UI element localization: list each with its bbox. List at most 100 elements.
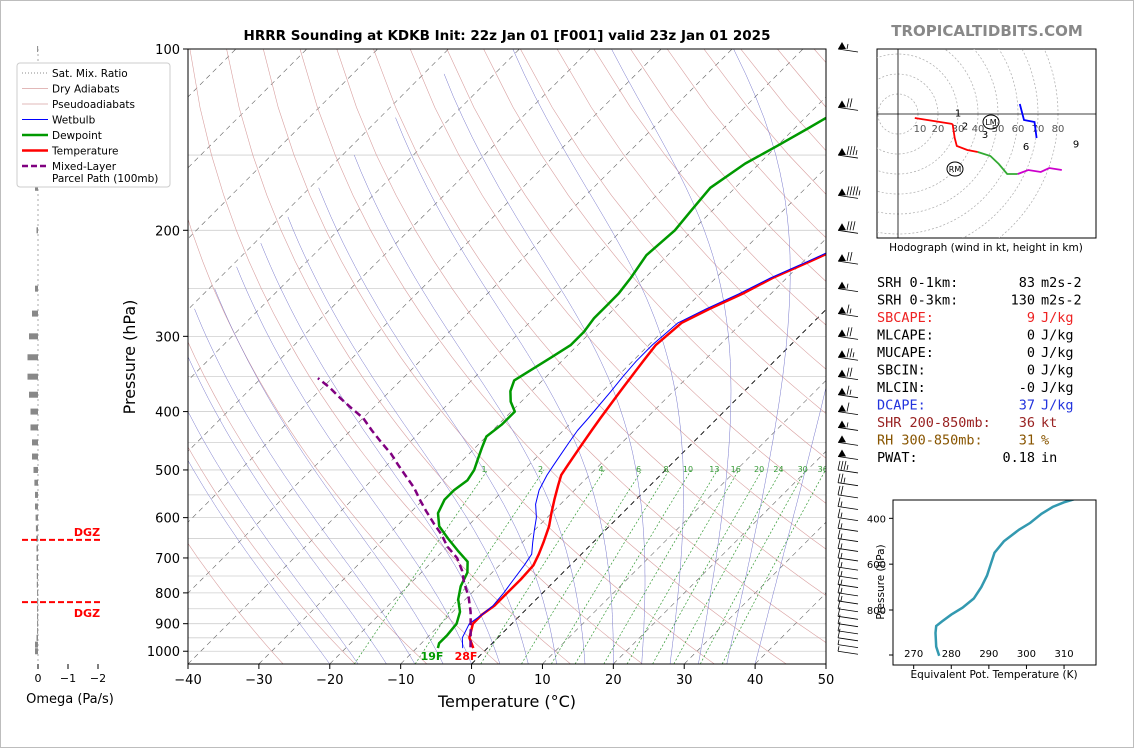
y-tick-label: 600: [155, 512, 180, 527]
barb-half: [837, 646, 840, 652]
index-unit: J/kg: [1041, 398, 1074, 414]
barb-half: [840, 501, 843, 507]
legend-label: Mixed-Layer: [52, 161, 117, 173]
barb-flag: [846, 145, 850, 156]
barb-flag: [837, 460, 841, 471]
barb-flag: [846, 186, 850, 196]
wind-barb: [837, 621, 859, 635]
barb-flag: [837, 566, 841, 577]
mixing-ratio-line: [603, 469, 718, 664]
barb-flag: [837, 583, 841, 593]
x-tick-label: 10: [534, 673, 551, 688]
index-value: 9: [1027, 310, 1035, 326]
x-tick-label: −10: [387, 673, 414, 688]
y-tick-label: 800: [155, 587, 180, 602]
index-label: RH 300-850mb:: [877, 433, 983, 449]
omega-bar: [36, 545, 38, 552]
moist-adiabat: [353, 154, 586, 664]
barb-pennant: [838, 188, 846, 196]
omega-bar: [37, 620, 39, 627]
isotherm: [188, 49, 662, 523]
mixing-ratio-line: [673, 469, 782, 664]
wind-barb: [837, 221, 859, 234]
moist-adiabat: [512, 49, 684, 664]
theta-e-x-tick-label: 280: [942, 649, 961, 660]
hodo-ring-label: 50: [992, 124, 1005, 135]
barb-pennant: [838, 254, 846, 262]
index-label: MUCAPE:: [877, 345, 934, 361]
wind-barb: [837, 42, 859, 53]
barb-staff: [837, 194, 859, 199]
legend-label: Parcel Path (100mb): [52, 173, 158, 185]
index-unit: m2s-2: [1041, 275, 1082, 291]
mixing-ratio-line: [721, 469, 826, 664]
wind-barb: [837, 435, 859, 446]
barb-flag: [849, 98, 853, 108]
wind-barb: [837, 497, 859, 510]
barb-staff: [837, 644, 859, 649]
barb-flag: [846, 348, 850, 358]
omega-bar: [32, 439, 38, 446]
omega-bar: [36, 581, 38, 588]
moist-adiabat: [754, 386, 826, 664]
barb-flag: [846, 385, 850, 395]
x-tick-label: 30: [676, 673, 693, 688]
omega-bar: [36, 572, 38, 579]
barb-half: [846, 43, 849, 50]
barb-staff: [837, 575, 859, 580]
barb-flag: [849, 348, 853, 358]
barb-flag: [837, 614, 841, 624]
index-label: SHR 200-850mb:: [877, 415, 991, 431]
omega-bar: [36, 554, 38, 561]
barb-flag: [837, 575, 841, 585]
hodo-ring-label: 70: [1032, 124, 1045, 135]
index-value: 37: [1019, 398, 1035, 414]
mixing-ratio-label: 16: [731, 465, 741, 474]
x-tick-label: 50: [818, 673, 835, 688]
theta-e-y-tick-label: 400: [867, 514, 886, 525]
mixing-ratio-line: [550, 469, 670, 664]
wind-barb: [837, 449, 859, 460]
index-unit: J/kg: [1041, 380, 1074, 396]
barb-staff: [837, 506, 859, 510]
omega-tick-label: 0: [35, 672, 42, 685]
barb-flag: [849, 252, 853, 262]
barb-flag: [840, 460, 844, 471]
parcel-path-line: [317, 377, 472, 648]
barb-flag: [846, 221, 850, 231]
x-tick-label: −20: [316, 673, 343, 688]
barb-flag: [837, 548, 841, 559]
barb-half: [840, 595, 843, 602]
barb-staff: [837, 260, 859, 265]
barb-flag: [849, 221, 853, 231]
wind-barb: [837, 348, 859, 361]
omega-bar: [35, 525, 38, 532]
barb-staff: [837, 517, 859, 522]
mixing-ratio-line: [414, 469, 545, 664]
index-label: DCAPE:: [877, 398, 926, 414]
x-tick-label: 0: [467, 673, 475, 688]
skewt-frame: [187, 48, 827, 665]
barb-staff: [837, 394, 859, 399]
omega-bar: [30, 408, 38, 415]
storm-motion-label: LM: [985, 118, 996, 127]
hodo-height-label: 6: [1023, 142, 1029, 153]
y-tick-label: 400: [155, 406, 180, 421]
mixing-ratio-line: [480, 469, 605, 664]
omega-bar: [30, 424, 38, 431]
theta-e-line: [934, 500, 1077, 657]
barb-flag: [837, 508, 841, 518]
index-value: 36: [1019, 415, 1035, 431]
barb-staff: [837, 313, 859, 317]
wind-barb: [837, 304, 859, 317]
index-row: SBCIN: 0 J/kg: [877, 363, 1074, 379]
theta-e-x-tick-label: 290: [979, 649, 998, 660]
barb-half: [858, 190, 861, 196]
y-tick-label: 100: [155, 43, 180, 58]
legend-label: Wetbulb: [52, 115, 96, 127]
hodo-segment: [1017, 167, 1062, 175]
barb-staff: [837, 615, 859, 620]
hodo-height-label: 1: [955, 109, 961, 120]
wind-barb: [837, 558, 859, 571]
wind-barb: [837, 385, 859, 399]
